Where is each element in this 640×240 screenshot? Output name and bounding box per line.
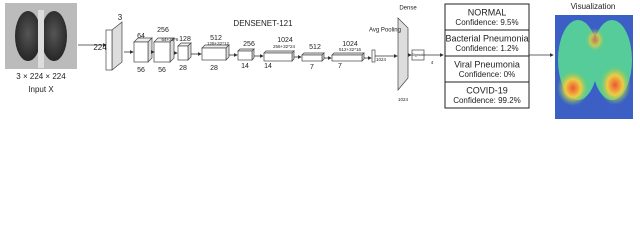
layer-label: 1024 (376, 57, 387, 62)
confidence: Confidence: 1.2% (455, 44, 518, 53)
activation-label: Sigmoid (412, 53, 425, 57)
visualization-title: Visualization (571, 2, 616, 11)
layer-label: 512 (309, 44, 321, 51)
layer-label: 64 (137, 33, 145, 40)
layer-label: 224 (93, 43, 107, 52)
network-blocks (105, 17, 425, 91)
layer-label: 3 (118, 13, 123, 22)
layer-label: 7 (310, 64, 314, 71)
layer-label: 64+32*6 (162, 37, 179, 42)
heatmap (555, 15, 633, 119)
input-label: Input X (28, 85, 54, 94)
pooling-label: Avg Pooling (369, 28, 401, 34)
layer-label: 512 (210, 35, 222, 42)
network-title: DENSENET-121 (233, 19, 293, 28)
input-image (5, 3, 77, 69)
layer-label: 1024 (277, 37, 293, 44)
layer-label: 14 (264, 63, 272, 70)
layer-label: 256+32*24 (273, 44, 295, 49)
layer-label: 128 (179, 36, 191, 43)
confidence: Confidence: 99.2% (453, 96, 521, 105)
input-dims: 3 × 224 × 224 (16, 72, 66, 81)
confidence: Confidence: 0% (459, 70, 515, 79)
layer-label: 256 (243, 41, 255, 48)
layer-label: 28 (179, 65, 187, 72)
layer-label: 56 (158, 67, 166, 74)
class-name: NORMAL (468, 7, 507, 17)
class-name: Viral Pneumonia (454, 59, 520, 69)
class-name: Bacterial Pneumonia (445, 33, 528, 43)
dense-size: 1024 (398, 97, 409, 102)
output-size: 4 (431, 60, 434, 65)
block-arrows (124, 50, 444, 60)
layer-label: 7 (338, 63, 342, 70)
layer-label: 28 (210, 65, 218, 72)
layer-label: 256 (157, 27, 169, 34)
layer-label: 128+32*12 (207, 41, 229, 46)
layer-label: 1024 (342, 41, 358, 48)
confidence: Confidence: 9.5% (455, 18, 518, 27)
class-name: COVID-19 (466, 85, 508, 95)
layer-label: 14 (241, 63, 249, 70)
dense-label: Dense (399, 6, 417, 12)
diagram: 3 × 224 × 224 Input X DENSENET-121 3 224 6… (5, 2, 633, 119)
layer-label: 512+32*16 (339, 47, 361, 52)
layer-label: 56 (137, 67, 145, 74)
